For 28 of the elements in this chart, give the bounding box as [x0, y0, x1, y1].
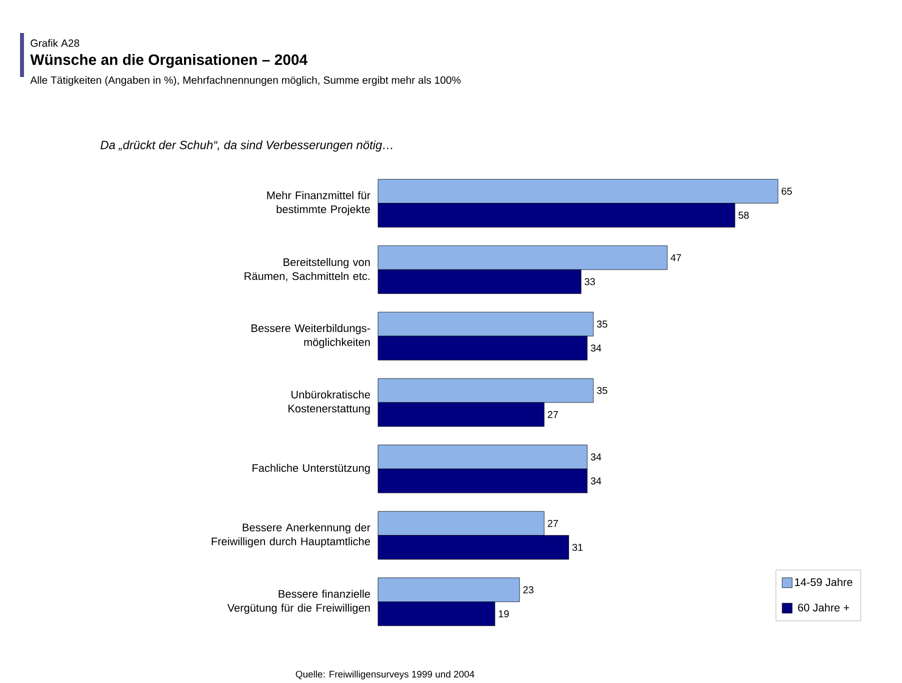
data-label: 23: [523, 586, 534, 594]
y-tick-label: Bessere finanzielle Vergütung für die Freiwilligen: [227, 590, 370, 614]
data-label: 34: [590, 453, 602, 460]
text: Grafik A28: [30, 39, 80, 47]
y-tick-label: Bessere Anerkennung der Freiwilligen durch Hauptamtliche: [212, 523, 370, 548]
text: Wünsche an die Organisationen – 2004: [30, 54, 308, 68]
legend-label: 60 Jahre +: [798, 603, 850, 612]
data-label: 35: [596, 320, 608, 328]
text: Alle Tätigkeiten (Angaben in %), Mehrfachnennungen möglich, Summe ergibt mehr als 100%: [30, 76, 461, 86]
data-label: 65: [782, 188, 792, 195]
data-label: 31: [572, 544, 583, 551]
y-tick-label: Unbürokratische Kostenerstattung: [288, 390, 370, 415]
source-note: Quelle: Freiwilligensurveys 1999 und 2004: [296, 670, 474, 680]
text: Da „drückt der Schuh“, da sind Verbesserungen nötig…: [100, 140, 392, 152]
y-tick-label: Mehr Finanzmittel für bestimmte Projekte: [267, 191, 370, 216]
legend-label: 14-59 Jahre: [795, 578, 852, 586]
data-label: 34: [590, 344, 602, 352]
y-tick-label: Bereitstellung von Räumen, Sachmitteln etc.: [244, 258, 370, 282]
data-label: 35: [596, 386, 608, 394]
y-tick-label: Bessere Weiterbildungs-möglichkeiten: [252, 324, 370, 348]
data-label: 27: [548, 520, 558, 527]
data-label: 58: [738, 212, 749, 219]
data-label: 19: [498, 610, 509, 618]
data-label: 27: [548, 411, 558, 418]
y-tick-label: Fachliche Unterstützung: [252, 464, 370, 474]
data-label: 34: [590, 477, 602, 484]
data-label: 47: [670, 254, 682, 262]
data-label: 33: [584, 278, 595, 286]
